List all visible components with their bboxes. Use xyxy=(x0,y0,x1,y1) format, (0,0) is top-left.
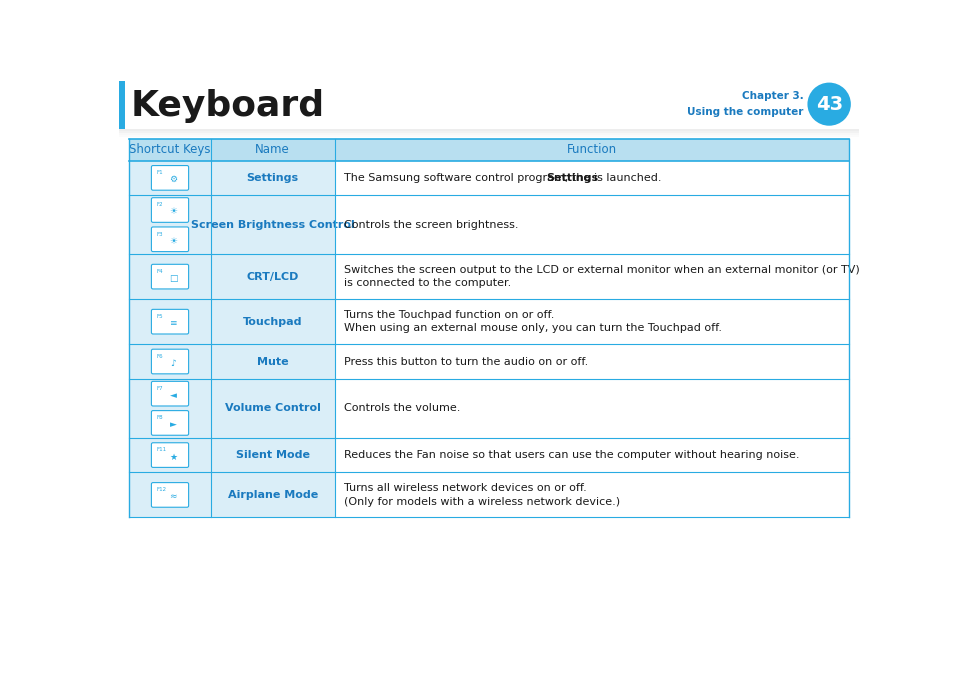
Text: F12: F12 xyxy=(156,487,166,492)
Bar xyxy=(335,438,847,473)
Text: Settings: Settings xyxy=(247,173,298,183)
Bar xyxy=(335,195,847,254)
Bar xyxy=(119,135,858,137)
Text: ◄: ◄ xyxy=(170,391,176,400)
Bar xyxy=(130,195,335,254)
Text: F6: F6 xyxy=(156,354,163,359)
FancyBboxPatch shape xyxy=(152,381,189,406)
Bar xyxy=(130,299,335,344)
Bar xyxy=(119,133,858,135)
Bar xyxy=(130,254,335,299)
Text: Silent Mode: Silent Mode xyxy=(235,450,310,460)
Text: Keyboard: Keyboard xyxy=(131,89,325,123)
Text: F8: F8 xyxy=(156,415,163,420)
Text: ♪: ♪ xyxy=(170,359,175,368)
Bar xyxy=(130,160,335,195)
Text: Switches the screen output to the LCD or external monitor when an external monit: Switches the screen output to the LCD or… xyxy=(344,265,859,275)
FancyBboxPatch shape xyxy=(152,198,189,222)
Text: Screen Brightness Control: Screen Brightness Control xyxy=(191,219,355,230)
Text: Airplane Mode: Airplane Mode xyxy=(228,490,317,500)
Bar xyxy=(130,473,335,517)
Text: Controls the volume.: Controls the volume. xyxy=(344,403,460,413)
Text: 43: 43 xyxy=(815,95,841,114)
Text: F7: F7 xyxy=(156,386,163,391)
Bar xyxy=(335,344,847,379)
Text: ≡: ≡ xyxy=(170,319,176,328)
Text: □: □ xyxy=(169,274,177,283)
Text: ≈: ≈ xyxy=(170,492,176,502)
Bar xyxy=(130,344,335,379)
FancyBboxPatch shape xyxy=(152,227,189,252)
Bar xyxy=(119,129,858,131)
Bar xyxy=(130,379,335,438)
Text: Turns all wireless network devices on or off.: Turns all wireless network devices on or… xyxy=(344,483,586,493)
Text: Touchpad: Touchpad xyxy=(243,317,302,327)
Bar xyxy=(335,160,847,195)
Bar xyxy=(335,254,847,299)
Text: ☀: ☀ xyxy=(169,237,177,246)
Text: ►: ► xyxy=(170,420,176,429)
Text: F2: F2 xyxy=(156,202,163,207)
Bar xyxy=(119,81,858,129)
FancyBboxPatch shape xyxy=(152,349,189,374)
Text: Controls the screen brightness.: Controls the screen brightness. xyxy=(344,219,518,230)
Text: Mute: Mute xyxy=(256,357,288,366)
Text: Shortcut Keys: Shortcut Keys xyxy=(129,144,211,156)
Bar xyxy=(335,379,847,438)
Text: F5: F5 xyxy=(156,314,163,319)
FancyBboxPatch shape xyxy=(152,264,189,289)
Text: Chapter 3.: Chapter 3. xyxy=(741,91,802,101)
Text: Using the computer: Using the computer xyxy=(686,107,802,117)
Bar xyxy=(130,139,847,160)
Text: ⚙: ⚙ xyxy=(169,175,177,184)
FancyBboxPatch shape xyxy=(152,411,189,435)
Bar xyxy=(119,131,858,133)
Bar xyxy=(119,81,125,129)
FancyBboxPatch shape xyxy=(152,443,189,467)
Bar xyxy=(130,438,335,473)
Circle shape xyxy=(806,83,850,126)
Bar xyxy=(335,473,847,517)
Text: F4: F4 xyxy=(156,269,163,274)
Text: , is launched.: , is launched. xyxy=(587,173,661,183)
Bar xyxy=(335,299,847,344)
Text: ☀: ☀ xyxy=(169,207,177,217)
Text: is connected to the computer.: is connected to the computer. xyxy=(344,278,511,288)
Text: F1: F1 xyxy=(156,170,163,175)
Text: Press this button to turn the audio on or off.: Press this button to turn the audio on o… xyxy=(344,357,588,366)
Text: Reduces the Fan noise so that users can use the computer without hearing noise.: Reduces the Fan noise so that users can … xyxy=(344,450,799,460)
Text: Name: Name xyxy=(255,144,290,156)
Text: Turns the Touchpad function on or off.: Turns the Touchpad function on or off. xyxy=(344,310,554,320)
FancyBboxPatch shape xyxy=(152,166,189,190)
FancyBboxPatch shape xyxy=(152,309,189,334)
Text: F11: F11 xyxy=(156,447,166,452)
Text: F3: F3 xyxy=(156,232,163,236)
Text: ★: ★ xyxy=(169,452,177,462)
Text: Function: Function xyxy=(566,144,616,156)
Text: Volume Control: Volume Control xyxy=(225,403,320,413)
Text: Settings: Settings xyxy=(545,173,598,183)
Text: CRT/LCD: CRT/LCD xyxy=(246,271,298,282)
Text: The Samsung software control program, the: The Samsung software control program, th… xyxy=(344,173,593,183)
Text: (Only for models with a wireless network device.): (Only for models with a wireless network… xyxy=(344,497,619,506)
FancyBboxPatch shape xyxy=(152,483,189,507)
Text: When using an external mouse only, you can turn the Touchpad off.: When using an external mouse only, you c… xyxy=(344,324,721,333)
